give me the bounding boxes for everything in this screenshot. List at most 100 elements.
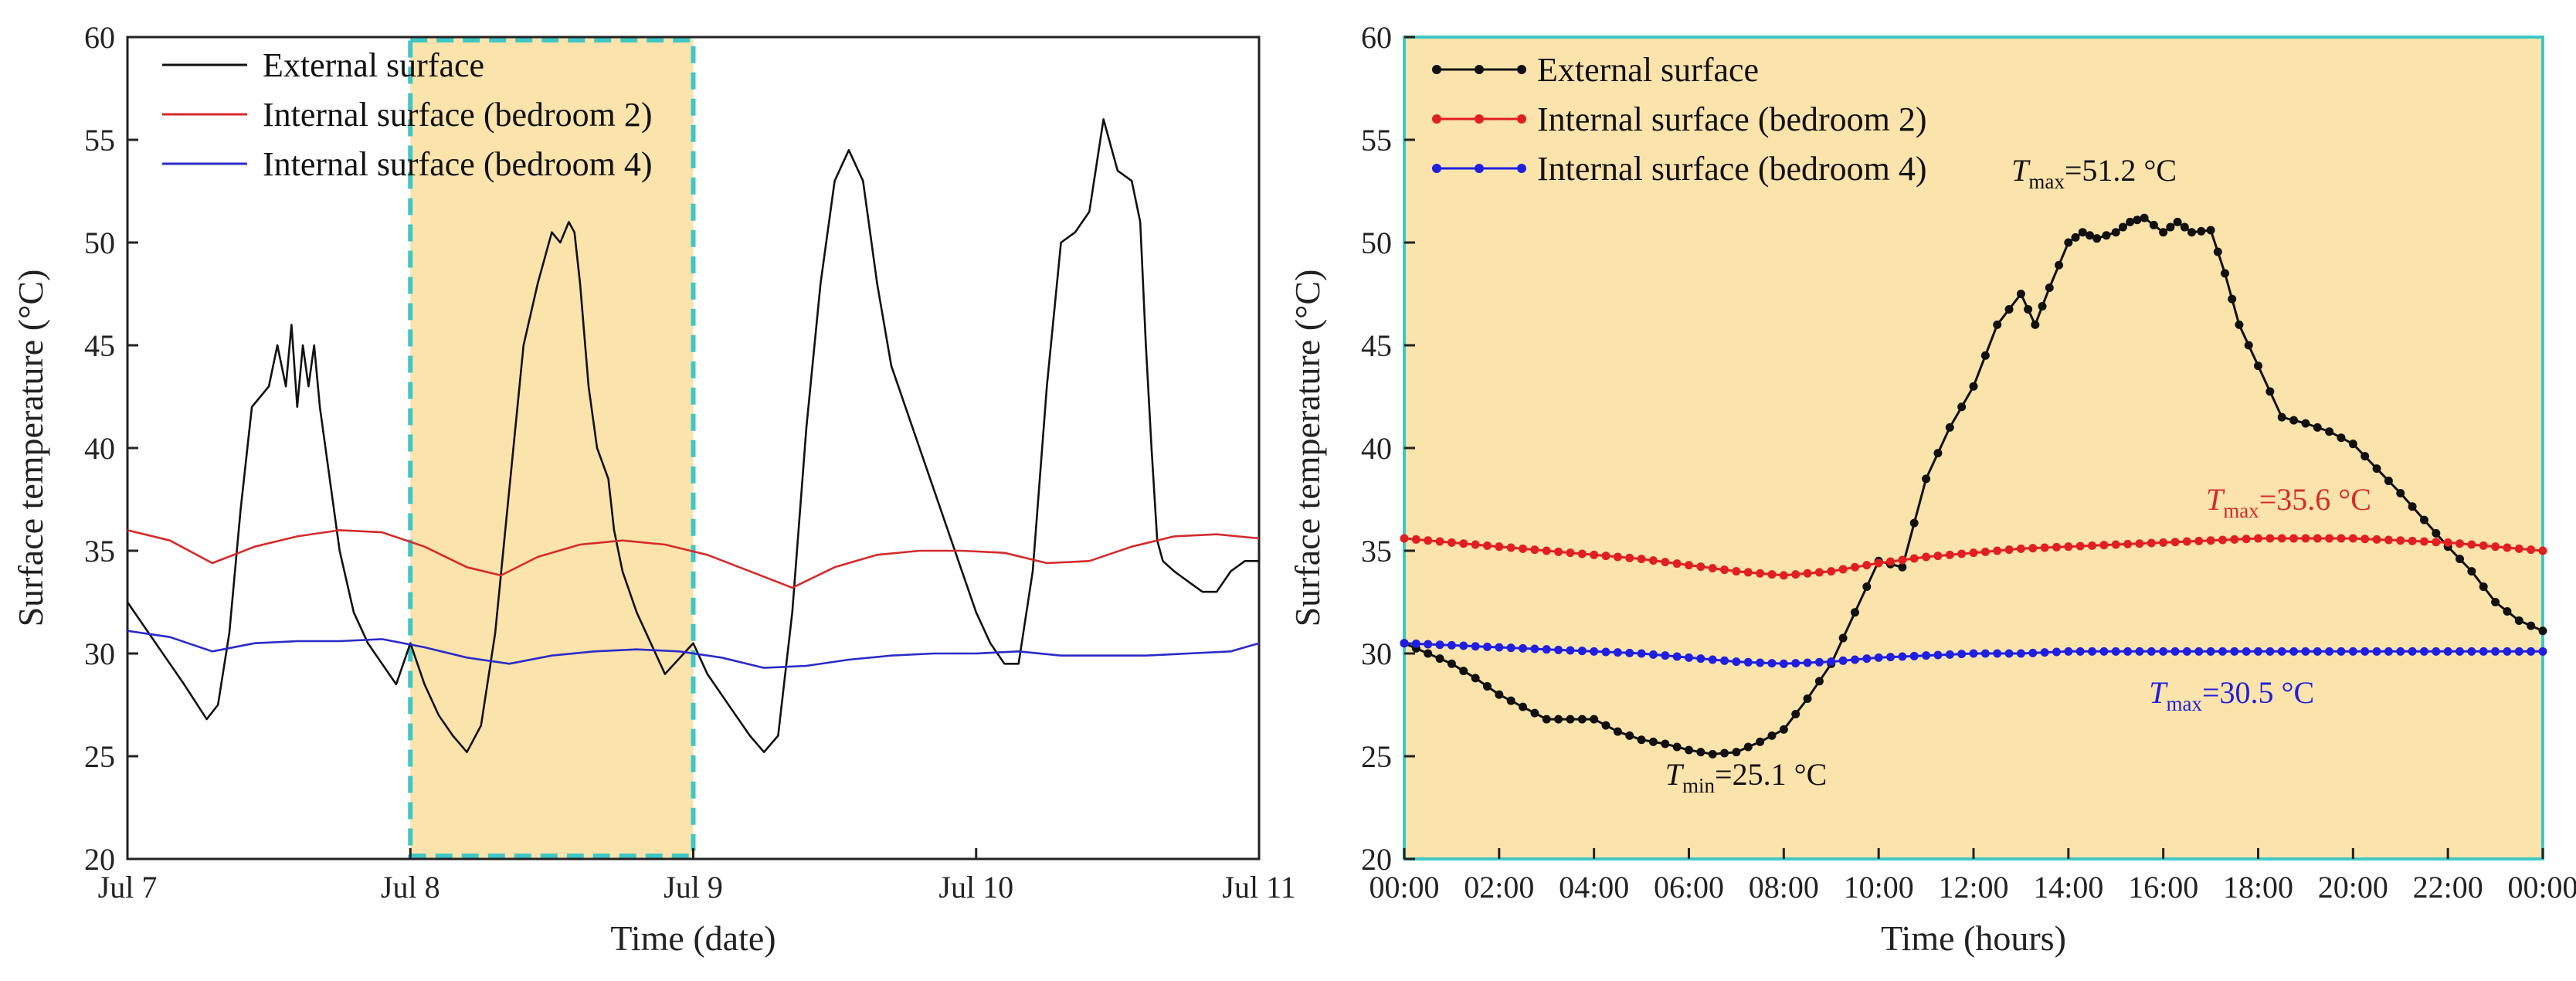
legend-label-1: External surface — [263, 46, 484, 84]
series-point-3 — [2088, 647, 2097, 656]
legend-label-2: Internal surface (bedroom 2) — [1537, 100, 1927, 138]
series-point-1 — [2228, 294, 2237, 304]
series-point-1 — [1743, 742, 1753, 752]
series-point-2 — [2016, 544, 2025, 553]
series-point-2 — [2194, 536, 2204, 545]
series-point-1 — [1898, 562, 1907, 572]
series-point-3 — [1993, 649, 2002, 658]
series-point-1 — [2173, 217, 2182, 226]
series-point-3 — [1898, 652, 1907, 661]
series-point-1 — [1696, 748, 1705, 757]
series-point-2 — [2028, 544, 2038, 553]
series-point-2 — [2170, 538, 2180, 547]
series-point-1 — [2180, 222, 2189, 232]
series-point-2 — [2408, 536, 2417, 545]
series-point-3 — [1435, 640, 1444, 650]
legend-marker-1 — [1475, 65, 1484, 74]
series-point-1 — [1447, 659, 1456, 668]
series-point-1 — [2004, 304, 2014, 314]
annotation-subscript: min — [1682, 774, 1716, 797]
chart-right-hours: 20 25 30 35 40 45 50 55 60 00:00 02:00 04:00 06:00 08… — [1288, 20, 2576, 958]
annotation-4: Tmin=25.1 °C — [1665, 757, 1828, 797]
series-point-2 — [2443, 538, 2452, 547]
x-tick-label: 16:00 — [2128, 870, 2198, 905]
y-tick-label: 20 — [84, 842, 115, 877]
series-point-2 — [1814, 568, 1824, 577]
series-point-2 — [2135, 539, 2144, 548]
series-point-2 — [2372, 535, 2381, 544]
series-point-1 — [1577, 715, 1587, 724]
series-point-1 — [1542, 715, 1551, 724]
series-point-2 — [1672, 559, 1682, 569]
series-point-2 — [2064, 542, 2073, 552]
series-point-1 — [2419, 515, 2428, 524]
series-point-3 — [1661, 651, 1670, 660]
series-point-3 — [2337, 647, 2346, 656]
series-point-3 — [1554, 645, 1563, 654]
y-tick-label: 25 — [84, 739, 115, 774]
series-point-3 — [1980, 649, 1990, 658]
series-point-1 — [2078, 228, 2087, 237]
series-point-1 — [1838, 633, 1848, 643]
series-point-2 — [2254, 534, 2262, 543]
series-point-3 — [1400, 639, 1409, 648]
series-point-2 — [2111, 540, 2120, 549]
series-point-1 — [2092, 234, 2102, 243]
series-point-3 — [2467, 647, 2476, 656]
series-point-2 — [2360, 535, 2370, 544]
series-point-1 — [2277, 412, 2286, 422]
series-point-2 — [1411, 535, 1420, 544]
series-point-1 — [2187, 228, 2197, 237]
series-point-2 — [2325, 534, 2334, 543]
x-tick-label: 00:00 — [2507, 870, 2576, 905]
y-tick-label: 50 — [84, 226, 115, 260]
series-point-2 — [1767, 570, 1777, 579]
series-point-1 — [2221, 269, 2230, 278]
y-axis-label: Surface temperature (°C) — [11, 270, 50, 627]
series-point-2 — [2147, 538, 2156, 548]
series-point-2 — [2384, 535, 2393, 545]
y-tick-label: 30 — [84, 636, 115, 671]
legend-marker-2 — [1475, 114, 1484, 124]
series-point-2 — [1400, 534, 1409, 543]
series-point-1 — [2538, 626, 2547, 636]
x-tick-label: 10:00 — [1844, 870, 1914, 905]
series-point-2 — [1838, 565, 1848, 574]
series-point-3 — [1814, 657, 1824, 667]
series-point-2 — [2313, 534, 2322, 543]
series-point-3 — [1909, 651, 1919, 660]
series-point-2 — [1732, 567, 1741, 576]
series-point-1 — [1933, 449, 1943, 458]
series-point-2 — [1898, 555, 1907, 565]
series-point-1 — [1993, 320, 2002, 329]
series-point-2 — [1827, 567, 1836, 576]
series-point-3 — [1696, 654, 1705, 664]
series-point-2 — [1554, 547, 1563, 556]
series-point-1 — [2118, 222, 2127, 232]
series-point-1 — [1530, 708, 1539, 718]
series-point-2 — [2289, 534, 2299, 543]
series-point-3 — [2325, 647, 2334, 656]
highlight-border — [408, 38, 696, 858]
series-point-1 — [2055, 260, 2064, 270]
series-point-3 — [2004, 649, 2014, 658]
y-tick-label: 40 — [84, 431, 115, 466]
series-point-2 — [2301, 534, 2310, 543]
series-point-3 — [1447, 640, 1456, 650]
series-point-3 — [1685, 653, 1693, 662]
series-point-2 — [1743, 568, 1753, 577]
series-point-3 — [2491, 647, 2500, 656]
y-tick-label: 40 — [1361, 431, 1392, 466]
series-line-1 — [126, 118, 1259, 754]
legend-marker-1 — [1517, 65, 1526, 74]
series-point-1 — [2064, 238, 2073, 247]
series-point-1 — [1969, 382, 1978, 391]
series-point-3 — [1838, 656, 1848, 665]
series-point-2 — [1542, 546, 1551, 555]
x-tick-label: 18:00 — [2223, 870, 2293, 905]
x-tick-label: 08:00 — [1749, 870, 1819, 905]
series-point-3 — [2182, 647, 2191, 656]
y-tick-label: 45 — [1361, 328, 1392, 363]
series-point-2 — [1969, 548, 1978, 558]
series-point-2 — [1993, 546, 2002, 555]
